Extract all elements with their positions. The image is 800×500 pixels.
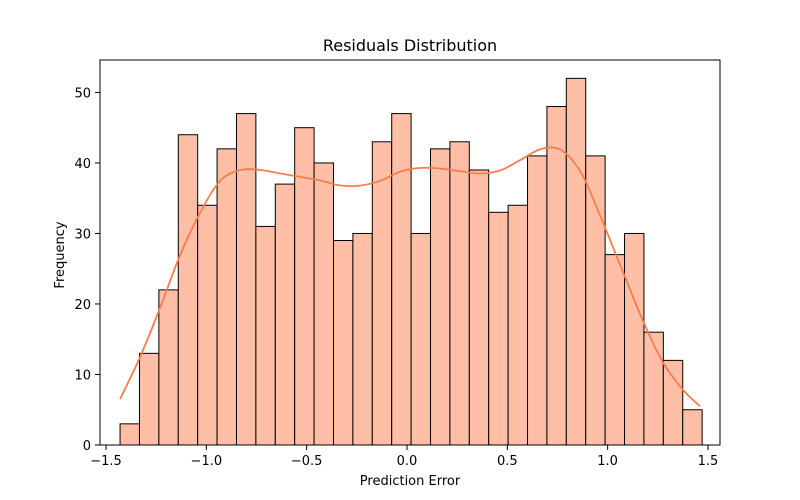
histogram-bar [624, 232, 645, 446]
y-axis-ticks: 0 10 20 30 40 50 [74, 86, 100, 454]
histogram-bar [158, 289, 179, 446]
histogram-bar [235, 113, 257, 446]
y-tick-label: 30 [74, 227, 91, 242]
histogram-bar [585, 155, 606, 446]
x-tick-label: −1.5 [90, 454, 122, 469]
bars-group [119, 77, 703, 446]
histogram-bar [604, 254, 626, 446]
x-tick-label: −1.0 [191, 454, 223, 469]
histogram-bar [197, 204, 218, 446]
histogram-bar [643, 331, 664, 446]
histogram-bar [527, 155, 548, 446]
histogram-bar [410, 232, 432, 446]
x-tick-label: 0.5 [497, 454, 518, 469]
histogram-bar [138, 352, 160, 446]
histogram-bar [313, 162, 334, 446]
histogram-bar [507, 204, 529, 446]
y-tick-label: 20 [74, 298, 91, 313]
histogram-bar [255, 225, 276, 446]
plot-frame [99, 59, 721, 446]
histogram-bar [177, 134, 199, 446]
histogram-bar [352, 232, 373, 446]
histogram-bar [216, 148, 237, 446]
histogram-bar [682, 409, 703, 446]
y-tick-label: 40 [74, 157, 91, 172]
y-tick-label: 50 [74, 86, 91, 101]
kde-curve [119, 146, 701, 407]
histogram-bar [332, 240, 354, 446]
histogram-bar [119, 423, 140, 446]
histogram-bar [488, 211, 509, 446]
histogram-bar [274, 183, 296, 446]
y-tick-label: 0 [83, 439, 91, 454]
x-tick-label: 0.0 [397, 454, 418, 469]
histogram-bar [565, 77, 587, 446]
histogram-bar [449, 141, 470, 446]
histogram-bar [468, 169, 490, 446]
x-axis-label: Prediction Error [360, 474, 461, 489]
x-tick-label: −0.5 [291, 454, 323, 469]
histogram-bar [391, 113, 412, 446]
histogram-bar [430, 148, 451, 446]
histogram-bar [546, 106, 567, 446]
y-axis-label: Frequency [53, 221, 68, 288]
histogram-bar [294, 127, 315, 446]
x-axis-ticks: −1.5 −1.0 −0.5 0.0 0.5 1.0 1.5 [90, 445, 718, 469]
histogram-bar [662, 359, 684, 446]
y-tick-label: 10 [74, 368, 91, 383]
histogram-bar [371, 141, 393, 446]
x-tick-label: 1.0 [597, 454, 618, 469]
chart-title: Residuals Distribution [323, 36, 497, 55]
x-tick-label: 1.5 [698, 454, 719, 469]
